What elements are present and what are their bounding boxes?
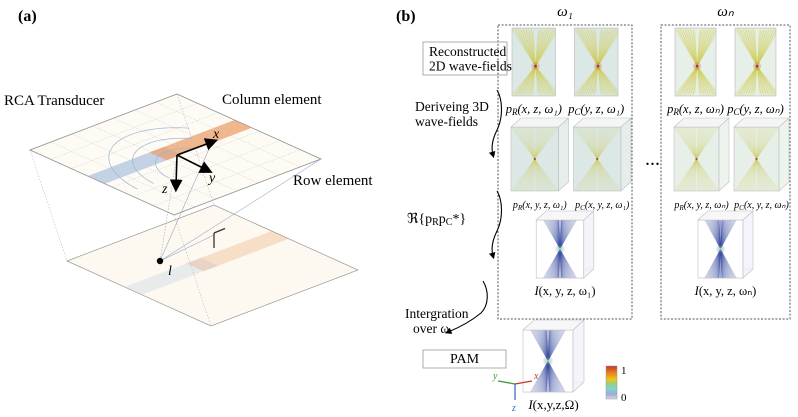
- svg-text:over ω: over ω: [413, 321, 449, 336]
- svg-text:Row element: Row element: [293, 173, 373, 189]
- svg-text:I(x, y, z, ω₁): I(x, y, z, ω₁): [533, 284, 595, 298]
- svg-text:pC(x, y, z, ω₁): pC(x, y, z, ω₁): [574, 200, 630, 212]
- svg-text:I(x,y,z,Ω): I(x,y,z,Ω): [527, 397, 578, 412]
- svg-text:Deriveing 3D: Deriveing 3D: [415, 99, 489, 114]
- svg-text:Column element: Column element: [222, 92, 322, 108]
- svg-text:pC(y, z, ωₙ): pC(y, z, ωₙ): [726, 102, 784, 117]
- svg-text:RCA Transducer: RCA Transducer: [4, 93, 104, 109]
- svg-text:x: x: [212, 127, 220, 142]
- svg-text:pR(x, y, z, ωₙ): pR(x, y, z, ωₙ): [673, 200, 729, 212]
- svg-text:2D wave-fields: 2D wave-fields: [429, 59, 512, 74]
- svg-text:wave-fields: wave-fields: [415, 114, 478, 129]
- svg-text:0: 0: [621, 392, 627, 404]
- svg-text:z: z: [161, 182, 168, 197]
- svg-text:ω₁: ω₁: [557, 4, 573, 20]
- svg-text:Reconstructed: Reconstructed: [429, 44, 506, 59]
- svg-text:l: l: [168, 264, 172, 279]
- svg-text:Intergration: Intergration: [405, 306, 469, 321]
- svg-text:pC(y, z, ω₁): pC(y, z, ω₁): [567, 102, 624, 117]
- svg-text:I(x, y, z, ωₙ): I(x, y, z, ωₙ): [694, 284, 757, 298]
- svg-text:ωₙ: ωₙ: [717, 4, 735, 20]
- svg-text:y: y: [207, 171, 216, 186]
- svg-text:y: y: [492, 371, 498, 382]
- svg-text:ℜ{pRpC*}: ℜ{pRpC*}: [407, 212, 466, 228]
- svg-text:PAM: PAM: [450, 352, 480, 367]
- svg-text:...: ...: [645, 148, 660, 170]
- svg-text:pR(x, z, ωₙ): pR(x, z, ωₙ): [666, 102, 724, 117]
- svg-text:z: z: [511, 403, 516, 414]
- svg-text:pR(x, z, ω₁): pR(x, z, ω₁): [505, 102, 562, 117]
- svg-text:x: x: [533, 371, 539, 382]
- svg-text:1: 1: [621, 365, 627, 377]
- svg-text:pC(x, y, z, ωₙ): pC(x, y, z, ωₙ): [733, 200, 789, 212]
- svg-text:pR(x, y, z, ω₁): pR(x, y, z, ω₁): [512, 200, 567, 212]
